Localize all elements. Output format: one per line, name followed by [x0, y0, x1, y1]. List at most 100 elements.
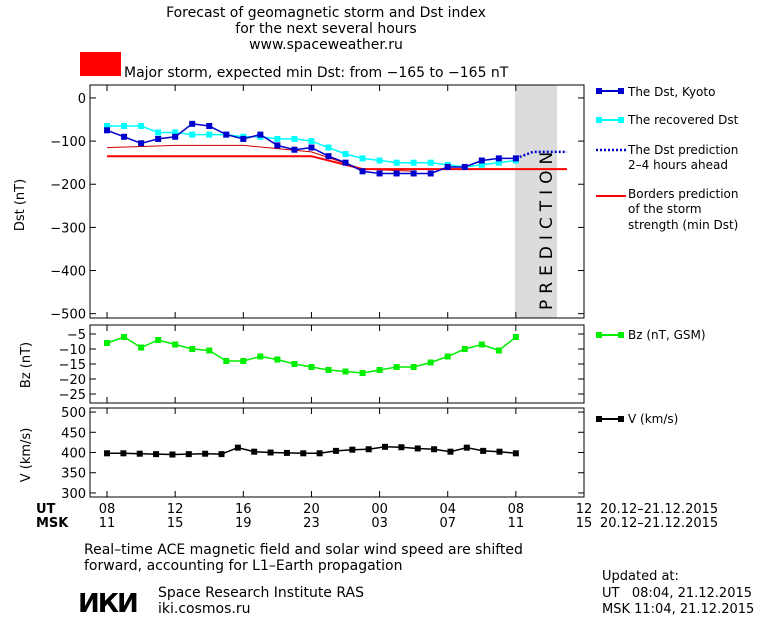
bz-point — [359, 370, 366, 376]
v-point — [120, 450, 127, 457]
recovered-dst-point — [291, 135, 298, 142]
y-tick-label: 450 — [61, 426, 86, 441]
bz-point — [444, 353, 451, 360]
dst-kyoto-point — [461, 163, 468, 170]
dst-kyoto-point — [223, 131, 230, 138]
y-tick-label: −300 — [50, 221, 86, 236]
v-point — [414, 445, 421, 452]
legend-borders-1: Borders prediction — [628, 187, 739, 201]
bz-point — [189, 346, 196, 352]
storm-indicator — [80, 52, 121, 76]
bz-point — [478, 341, 485, 348]
prediction-shading — [515, 85, 557, 318]
recovered-dst-point — [189, 131, 196, 138]
v-point — [316, 450, 323, 457]
bz-point — [104, 340, 111, 346]
legend-prediction-1: The Dst prediction — [627, 143, 738, 157]
title-line1: Forecast of geomagnetic storm and Dst in… — [166, 5, 486, 21]
note-line1: Real–time ACE magnetic field and solar w… — [84, 542, 523, 558]
v-point — [496, 448, 503, 455]
dst-kyoto-point — [291, 146, 298, 153]
dst-kyoto-point — [189, 120, 196, 127]
date-range-ut: 20.12–21.12.2015 — [600, 502, 718, 517]
dst-kyoto-point — [206, 122, 213, 129]
dst-panel: PREDICTION 0 −100 −200 −300 −400 −500 Dst (nT… — [13, 84, 585, 323]
v-point — [332, 447, 339, 454]
x-tick-label-ut: 12 — [576, 502, 593, 517]
legend-recovered-marker — [596, 117, 602, 123]
y-tick-label: −100 — [50, 135, 86, 150]
x-tick-label-msk: 23 — [303, 516, 320, 531]
x-tick-label-msk: 11 — [99, 516, 116, 531]
x-tick-label-ut: 08 — [99, 502, 116, 517]
v-point — [463, 444, 470, 451]
recovered-dst-point — [478, 161, 485, 168]
updated-msk: MSK 11:04, 21.12.2015 — [602, 602, 754, 617]
recovered-dst-point — [274, 135, 281, 142]
dst-kyoto-point — [308, 144, 315, 151]
y-tick-label: 300 — [61, 487, 86, 502]
bz-point — [461, 346, 468, 352]
recovered-dst-point — [206, 131, 213, 138]
legend-v-marker — [618, 416, 624, 422]
dst-ylabel: Dst (nT) — [13, 179, 28, 231]
recovered-dst-point — [138, 122, 145, 129]
recovered-dst-point — [325, 144, 332, 151]
bz-panel: −5−10−15−20−25 Bz (nT) — [19, 324, 585, 404]
x-tick-label-ut: 20 — [303, 502, 320, 517]
v-point — [218, 451, 225, 458]
legend: The Dst, Kyoto The recovered Dst The Dst… — [596, 85, 739, 426]
recovered-dst-point — [376, 157, 383, 164]
recovered-dst-point — [121, 122, 128, 129]
dst-prediction-line — [515, 150, 567, 160]
v-point — [283, 449, 290, 456]
bz-point — [206, 347, 213, 354]
recovered-dst-point — [427, 159, 434, 166]
legend-bz-marker — [618, 332, 624, 338]
legend-recovered-marker — [618, 117, 624, 123]
x-tick-label-ut: 16 — [235, 502, 252, 517]
updated-label: Updated at: — [602, 569, 679, 584]
dst-kyoto-point — [512, 155, 519, 162]
dst-kyoto-point — [359, 168, 366, 175]
legend-dst-marker — [618, 88, 624, 94]
source-url: www.spaceweather.ru — [249, 37, 403, 53]
v-point — [431, 446, 438, 453]
dst-kyoto-point — [138, 140, 145, 147]
bz-point — [308, 364, 315, 370]
bz-point — [376, 367, 383, 373]
bz-point — [512, 334, 519, 340]
recovered-dst-point — [155, 129, 162, 136]
x-tick-label-msk: 03 — [371, 516, 388, 531]
recovered-dst-point — [342, 151, 349, 158]
dst-kyoto-point — [172, 133, 179, 140]
bz-point — [325, 367, 332, 373]
x-tick-label-ut: 00 — [371, 502, 388, 517]
note-line2: forward, accounting for L1–Earth propaga… — [84, 558, 403, 574]
bz-point — [223, 358, 230, 364]
v-point — [202, 450, 209, 457]
y-tick-label: −5 — [67, 328, 86, 343]
x-tick-label-msk: 15 — [167, 516, 184, 531]
legend-v: V (km/s) — [628, 412, 678, 426]
v-point — [136, 450, 143, 457]
x-tick-label-msk: 11 — [508, 516, 525, 531]
updated-ut: UT 08:04, 21.12.2015 — [602, 586, 752, 601]
v-point — [169, 451, 176, 458]
dst-kyoto-point — [444, 163, 451, 170]
v-point — [251, 448, 258, 455]
y-tick-label: 350 — [61, 467, 86, 482]
v-point — [382, 443, 389, 450]
v-point — [365, 446, 372, 453]
v-point — [300, 450, 307, 457]
recovered-dst-point — [172, 129, 179, 136]
dst-kyoto-point — [495, 155, 502, 162]
y-tick-label: −500 — [50, 308, 86, 323]
legend-v-marker — [596, 416, 602, 422]
bz-point — [172, 341, 179, 348]
y-tick-label: −400 — [50, 265, 86, 280]
legend-borders-3: strength (min Dst) — [628, 218, 738, 232]
legend-bz-marker — [596, 332, 602, 338]
bz-point — [410, 364, 417, 370]
